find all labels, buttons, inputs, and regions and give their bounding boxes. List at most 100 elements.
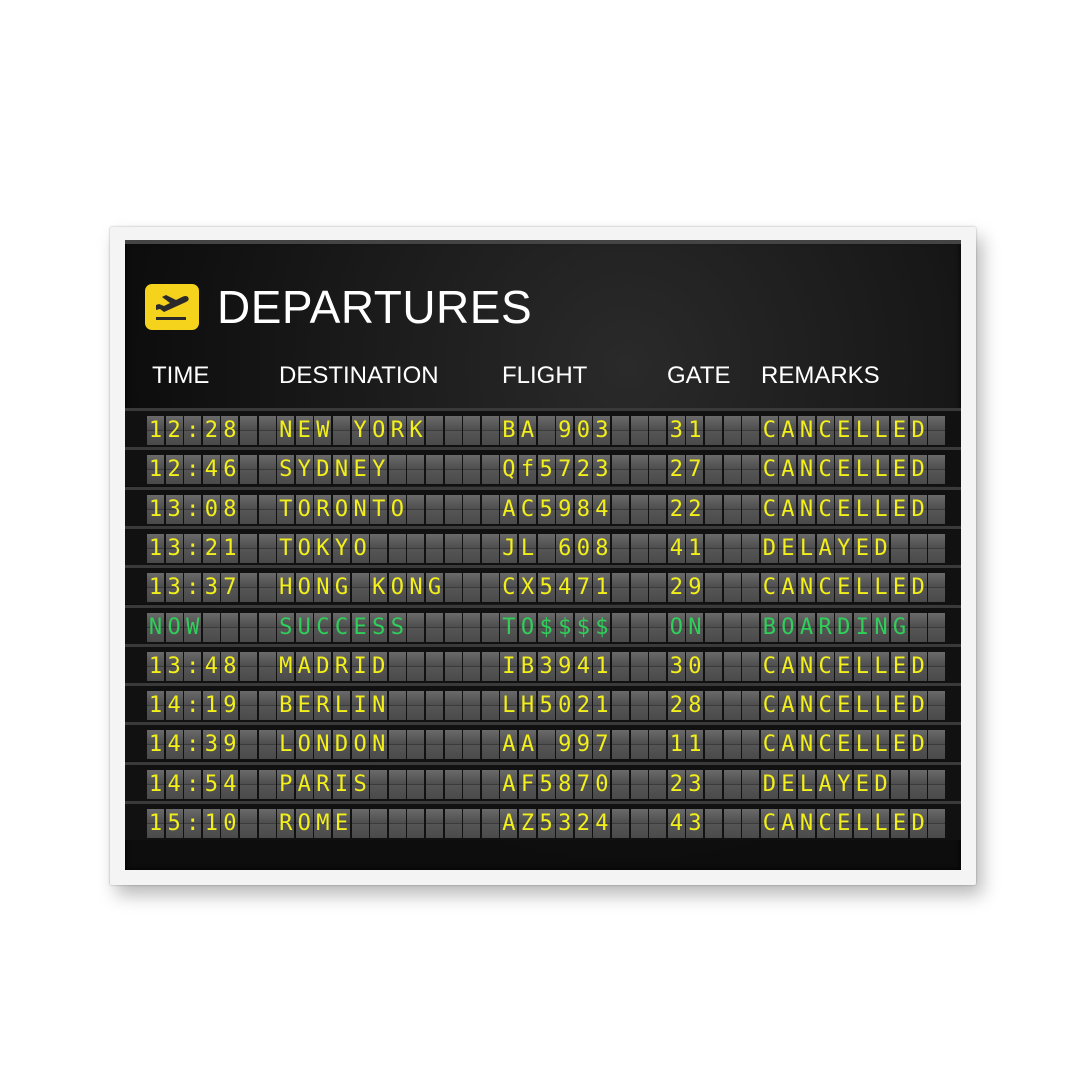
flap-tile	[500, 769, 518, 799]
flight-gate: 29	[669, 575, 707, 601]
flap-tile	[221, 416, 239, 445]
flap-tile	[798, 730, 815, 760]
flap-tile	[370, 691, 388, 721]
flap-tile	[202, 809, 220, 838]
flap-tile	[314, 651, 332, 681]
flap-tile	[500, 416, 518, 445]
flap-tile	[277, 730, 295, 760]
flap-tile	[370, 730, 388, 760]
flap-tile	[891, 769, 908, 799]
flap-tile	[295, 730, 313, 760]
flap-tile	[816, 494, 834, 524]
flap-tile	[184, 533, 202, 563]
flap-tile	[221, 651, 239, 681]
flight-row: 12:46 SYDNEY Qf5723 27 CANCELLED	[125, 447, 961, 487]
flap-tile	[537, 730, 555, 760]
flap-tile	[872, 416, 890, 445]
flap-tile	[723, 769, 741, 799]
flap-tile	[798, 573, 815, 603]
flap-tile	[314, 494, 332, 524]
flap-tile	[388, 533, 406, 563]
flap-tile	[314, 769, 332, 799]
flap-tile	[295, 573, 313, 603]
flap-tile	[463, 533, 481, 563]
flap-tile	[202, 573, 220, 603]
flap-tile	[574, 533, 592, 563]
flap-tile	[240, 612, 257, 642]
flap-tile	[388, 651, 406, 681]
flap-tile	[612, 573, 629, 603]
flap-tile	[184, 416, 202, 445]
flap-tile	[333, 416, 350, 445]
flap-tile	[630, 769, 648, 799]
flap-tile	[816, 651, 834, 681]
flap-tile	[574, 573, 592, 603]
flap-tile	[165, 809, 183, 838]
flap-tile	[593, 730, 611, 760]
flight-destination: MADRID	[279, 653, 391, 679]
flap-tile	[593, 455, 611, 485]
flight-remarks: DELAYED	[762, 771, 893, 797]
flap-tile	[667, 730, 685, 760]
flap-tile	[667, 455, 685, 485]
flap-tile	[444, 769, 462, 799]
flap-tile	[147, 769, 164, 799]
flap-tile	[909, 730, 927, 760]
flap-tile	[928, 651, 946, 681]
flap-tile	[407, 416, 425, 445]
flap-tile	[574, 455, 592, 485]
flap-tile	[314, 691, 332, 721]
flap-tile	[333, 769, 350, 799]
flap-tile	[388, 612, 406, 642]
flap-tile	[667, 651, 685, 681]
flight-row: 13:08 TORONTO AC5984 22 CANCELLED	[125, 486, 961, 526]
flap-tile	[686, 455, 704, 485]
flap-tile	[649, 573, 667, 603]
flap-tile	[240, 651, 257, 681]
flap-tile	[853, 455, 871, 485]
flap-tile	[556, 455, 574, 485]
flap-tile	[519, 730, 536, 760]
flap-tile	[444, 730, 462, 760]
flap-tile	[872, 612, 890, 642]
flap-tile	[426, 730, 443, 760]
flap-tile	[909, 416, 927, 445]
flap-tile	[667, 416, 685, 445]
flap-tile	[295, 416, 313, 445]
flap-tile	[444, 416, 462, 445]
flap-tile	[556, 416, 574, 445]
flight-time: 12:46	[148, 457, 242, 483]
flight-gate: 30	[669, 653, 707, 679]
flap-tile	[500, 494, 518, 524]
flap-tile	[333, 455, 350, 485]
flight-remarks: CANCELLED	[762, 732, 931, 758]
flap-tile	[556, 809, 574, 838]
flap-tile	[593, 769, 611, 799]
flap-tile	[184, 730, 202, 760]
flight-row: 13:37 HONG KONG CX5471 29 CANCELLED	[125, 565, 961, 605]
flap-tile	[909, 533, 927, 563]
flap-tile	[705, 691, 722, 721]
flap-tile	[519, 769, 536, 799]
header-time: TIME	[152, 362, 210, 389]
flap-tile	[184, 455, 202, 485]
flap-tile	[184, 494, 202, 524]
flap-tile	[221, 494, 239, 524]
flap-tile	[370, 651, 388, 681]
flap-tile	[258, 651, 276, 681]
flap-tile	[258, 691, 276, 721]
flap-tile	[742, 809, 760, 838]
flap-tile	[258, 455, 276, 485]
flap-tile	[388, 691, 406, 721]
flap-tile	[593, 416, 611, 445]
flap-tile	[295, 612, 313, 642]
flap-tile	[444, 809, 462, 838]
flap-tile	[649, 416, 667, 445]
flap-tile	[519, 533, 536, 563]
flap-tile	[779, 612, 797, 642]
flap-tile	[295, 769, 313, 799]
flap-tile	[891, 612, 908, 642]
flap-tile	[556, 533, 574, 563]
flap-tile	[835, 769, 853, 799]
flight-remarks: CANCELLED	[762, 653, 931, 679]
